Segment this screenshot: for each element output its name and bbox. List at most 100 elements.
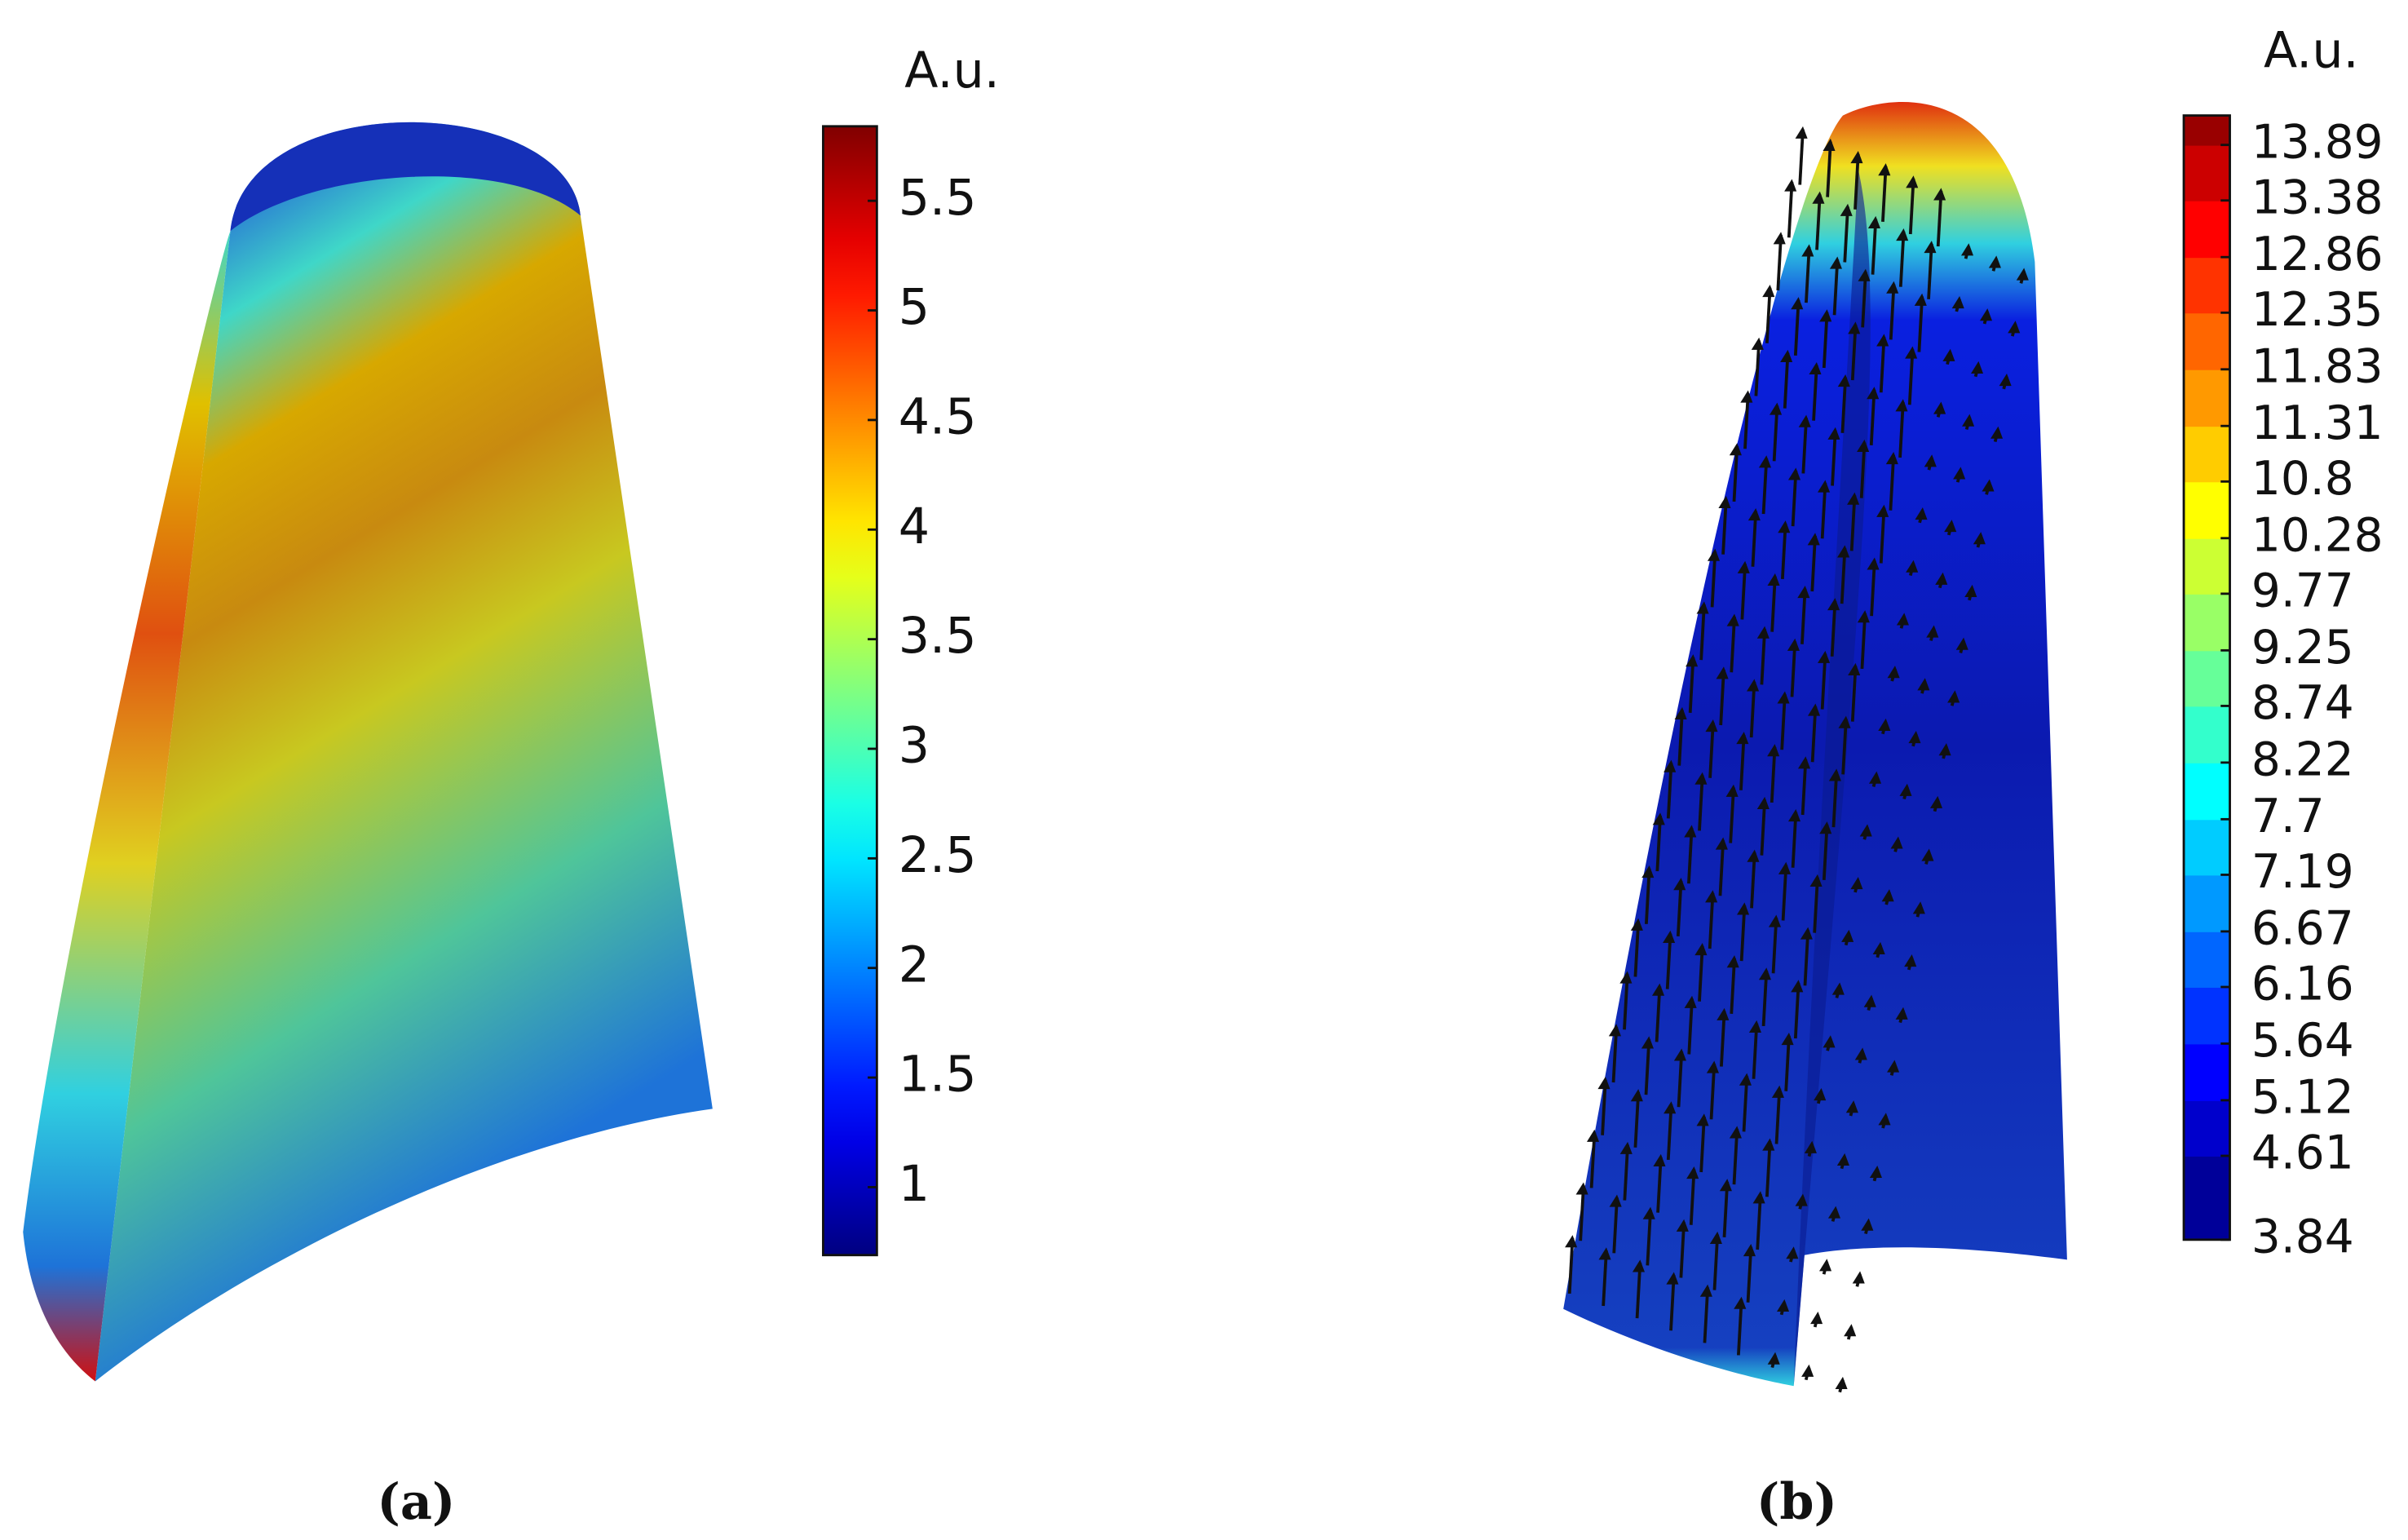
arrow-head: [1973, 532, 1986, 545]
arrow-head: [1747, 508, 1761, 521]
colorbar-tick-label: 8.74: [2251, 676, 2354, 730]
arrow-head: [1840, 203, 1853, 216]
arrow-head: [1809, 874, 1823, 887]
arrow-head: [1707, 548, 1721, 561]
arrow-head: [1837, 374, 1850, 387]
colorbar-tick-label: 7.7: [2251, 790, 2325, 843]
arrow-head: [1781, 1033, 1794, 1046]
colorbar-band: [2184, 115, 2230, 146]
arrow-head: [1597, 1076, 1610, 1090]
arrow-head: [1960, 243, 1974, 256]
arrow-head: [1762, 285, 1775, 298]
arrow-head: [1915, 507, 1928, 520]
arrow-head: [1565, 1235, 1578, 1248]
arrow-head: [1886, 281, 1899, 294]
arrow-head: [1686, 1166, 1699, 1179]
colorbar-tick-label: 6.16: [2251, 958, 2354, 1011]
arrow-head: [1848, 321, 1861, 334]
arrow-head: [1818, 480, 1831, 493]
colorbar-tick-label: 1.5: [899, 1047, 977, 1104]
arrow-head: [1752, 1191, 1765, 1204]
colorbar-frame: [822, 125, 878, 1257]
arrow-head: [1887, 666, 1900, 679]
arrow-head: [1979, 308, 1992, 321]
arrow-head: [1767, 744, 1780, 757]
arrow-head: [1784, 179, 1797, 192]
arrow-head: [1787, 467, 1801, 480]
arrow-head: [1743, 1243, 1756, 1257]
colorbar-label: A.u.: [904, 42, 1000, 100]
arrow-head: [1823, 1035, 1836, 1048]
arrow-head: [1906, 560, 1919, 573]
colorbar-tick-label: 3.84: [2251, 1210, 2354, 1263]
arrow-head: [1964, 584, 1977, 598]
arrow-head: [1962, 414, 1975, 427]
arrow-head: [1933, 188, 1946, 201]
arrow-head: [1777, 691, 1790, 704]
arrow: [1666, 1104, 1673, 1161]
arrow-head: [1800, 927, 1813, 940]
arrow: [1698, 775, 1704, 831]
arrow-head: [1768, 914, 1781, 927]
arrow-head: [1619, 971, 1633, 984]
arrow-head: [1852, 1271, 1865, 1284]
colorbar-band: [2184, 369, 2230, 427]
arrow-head: [1780, 349, 1793, 362]
colorbar-tick-label: 5.64: [2251, 1014, 2354, 1068]
arrow-head: [1694, 942, 1708, 956]
colorbar-tick-label: 4: [899, 498, 930, 555]
arrow-head: [1673, 878, 1686, 891]
arrow-head: [1850, 877, 1863, 890]
colorbar-band: [2184, 312, 2230, 370]
arrow-head: [1905, 346, 1918, 359]
arrow-head: [1970, 361, 1984, 374]
arrow-head: [1756, 626, 1770, 639]
colorbar-band: [2184, 931, 2230, 988]
arrow-head: [1896, 613, 1909, 626]
colorbar-band: [2184, 538, 2230, 595]
arrow-head: [1859, 824, 1872, 837]
arrow-head: [1895, 1007, 1908, 1020]
arrow-head: [1773, 232, 1786, 245]
colorbar-tick-label: 1: [899, 1156, 930, 1213]
arrow-head: [1666, 1272, 1679, 1285]
arrow-head: [1904, 954, 1917, 967]
arrow-head: [1747, 849, 1760, 862]
colorbar-band: [2184, 762, 2230, 821]
colorbar-tick-label: 5: [899, 279, 930, 336]
arrow-head: [1933, 401, 1946, 414]
colorbar-band: [2184, 257, 2230, 314]
arrow-head: [1828, 768, 1841, 781]
arrow-head: [1895, 399, 1908, 412]
arrow-head: [1778, 520, 1791, 533]
arrow-head: [1827, 1206, 1840, 1219]
arrow-head: [1819, 821, 1832, 834]
arrow-head: [1982, 479, 1995, 492]
arrow-head: [1831, 982, 1845, 995]
arrow-head: [1758, 967, 1771, 980]
caption: (b): [1756, 1473, 1837, 1531]
arrow-head: [1810, 1312, 1823, 1325]
arrow-head: [1737, 560, 1750, 573]
arrow-head: [1863, 994, 1876, 1007]
colorbar-label: A.u.: [2264, 23, 2359, 80]
arrow-head: [2016, 268, 2029, 281]
colorbar-tick-label: 5.12: [2251, 1070, 2354, 1124]
colorbar-band: [2184, 819, 2230, 876]
arrow-head: [1756, 796, 1770, 810]
arrow-head: [1837, 545, 1850, 558]
arrow-head: [1944, 520, 1957, 533]
arrow-head: [1924, 241, 1937, 254]
arrow-head: [1709, 1231, 1722, 1244]
arrow-head: [1715, 837, 1728, 850]
arrow-head: [1737, 902, 1750, 915]
colorbar-tick-label: 8.22: [2251, 732, 2354, 786]
vector-arrows: [1565, 126, 2029, 1393]
arrow-head: [1951, 296, 1964, 309]
arrow-head: [1999, 373, 2012, 387]
colorbar-band: [2184, 987, 2230, 1045]
arrow-head: [1896, 228, 1909, 241]
arrow-head: [1876, 504, 1889, 517]
arrow-head: [1787, 638, 1800, 651]
